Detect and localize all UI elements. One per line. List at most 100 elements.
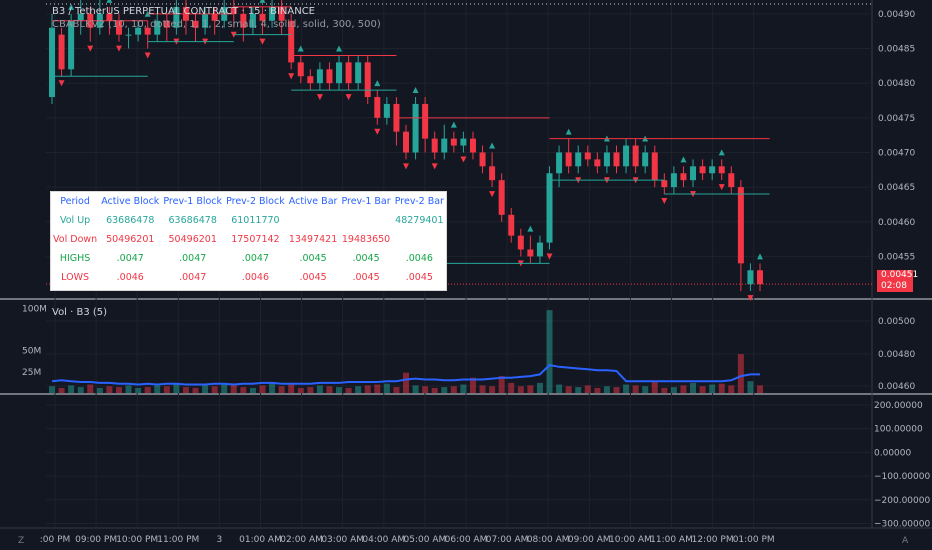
volume-bar (431, 387, 438, 393)
candle-body (680, 173, 687, 181)
volume-bar (460, 384, 467, 393)
sell-signal-marker (58, 80, 65, 87)
volume-bar (584, 385, 591, 393)
volume-bar (240, 387, 247, 393)
volume-left-tick: 50M (22, 347, 41, 357)
candle-body (527, 249, 534, 257)
volume-bar (651, 381, 658, 393)
sell-signal-marker (87, 45, 94, 52)
buy-signal-marker (336, 45, 343, 52)
volume-bar (546, 310, 553, 393)
candle-body (173, 6, 180, 28)
candle-body (106, 13, 113, 21)
indicator-legend[interactable]: CBABLKV2 (10, 10, dotted, 1, 1, 2, small… (52, 19, 381, 30)
volume-bar (594, 387, 601, 393)
candle-body (603, 152, 610, 167)
stats-cell: 13497421 (288, 234, 338, 245)
candle-body (613, 152, 620, 167)
candle-body (757, 270, 763, 285)
stats-cell: HIGHS (59, 253, 91, 264)
volume-bar (163, 386, 170, 393)
volume-bar (221, 384, 228, 393)
volume-bar (728, 385, 735, 393)
candle-body (556, 152, 563, 174)
candle-body (230, 6, 237, 14)
time-tick-label: 01:00 AM (239, 535, 282, 545)
volume-bar (211, 386, 218, 393)
volume-bar (345, 387, 352, 393)
candle-body (154, 20, 161, 35)
volume-bar (182, 387, 189, 393)
candle-body (288, 20, 295, 63)
candle-body (422, 103, 429, 139)
candle-body (115, 20, 122, 35)
candle-body (709, 166, 716, 174)
candle-body (441, 138, 448, 153)
candle-body (718, 166, 725, 174)
stats-header-cell: Period (60, 196, 90, 207)
stats-cell: .0047 (179, 272, 207, 283)
time-tick-label: 10:00 AM (609, 535, 652, 545)
candle-body (546, 173, 553, 243)
buy-signal-marker (565, 128, 572, 135)
price-tick-label: 0.00485 (878, 45, 915, 55)
sell-signal-marker (288, 73, 295, 80)
candle-body (307, 76, 314, 84)
symbol-title[interactable]: B3 / TetherUS PERPETUAL CONTRACT · 15 · … (52, 6, 315, 17)
stats-cell (287, 211, 340, 230)
oscillator-tick-label: 100.00000 (874, 425, 923, 435)
candle-body (575, 152, 582, 167)
sell-signal-marker (403, 163, 409, 170)
volume-right-tick: 0.00460 (878, 382, 915, 392)
sell-signal-marker (460, 156, 467, 163)
volume-bar (632, 385, 639, 393)
stats-cell: .0045 (299, 272, 327, 283)
stats-cell: .0045 (352, 272, 380, 283)
stats-cell: .0047 (116, 253, 144, 264)
price-tick-label: 0.00460 (878, 218, 915, 228)
time-tick-label: 11:00 AM (650, 535, 693, 545)
candle-body (670, 173, 677, 188)
candle-body (623, 145, 630, 167)
sell-signal-marker (374, 128, 381, 135)
candle-body (355, 62, 362, 84)
volume-indicator-title[interactable]: Vol · B3 (5) (52, 307, 108, 318)
candle-body (77, 13, 84, 21)
candle-body (278, 6, 285, 21)
price-tick-label: 0.00490 (878, 10, 915, 20)
volume-bar (125, 385, 132, 393)
sell-signal-marker (259, 38, 266, 45)
candle-body (747, 270, 754, 285)
candle-body (632, 145, 639, 167)
volume-bar (661, 387, 668, 393)
zoom-icon[interactable]: Z (18, 536, 25, 546)
volume-bar (68, 385, 75, 393)
stats-table: Period Active Block Prev-1 Block Prev-2 … (50, 191, 447, 291)
time-tick-label: 01:00 PM (733, 535, 775, 545)
volume-bar (192, 387, 199, 393)
candle-body (642, 152, 649, 167)
volume-bar (202, 385, 209, 393)
candle-body (498, 180, 505, 215)
candle-body (125, 34, 132, 36)
volume-bar (565, 386, 572, 393)
candle-body (163, 20, 170, 28)
volume-bar (77, 387, 84, 393)
stats-cell: 48279401 (395, 215, 444, 226)
volume-bar (135, 387, 142, 393)
volume-bar (517, 386, 524, 393)
volume-bar (450, 386, 457, 393)
volume-bar (278, 386, 285, 393)
volume-bar (556, 384, 563, 393)
buy-signal-marker (297, 45, 304, 52)
auto-scale-icon[interactable]: A (902, 536, 909, 546)
volume-bar (87, 384, 94, 393)
buy-signal-marker (412, 87, 419, 94)
time-tick-label: 11:00 PM (157, 535, 199, 545)
stats-cell: .0046 (116, 272, 144, 283)
time-tick-label: 06:00 AM (445, 535, 488, 545)
candle-body (345, 62, 352, 84)
candle-body (690, 166, 697, 181)
oscillator-tick-label: 0.00000 (874, 448, 911, 458)
volume-bar (441, 387, 448, 393)
